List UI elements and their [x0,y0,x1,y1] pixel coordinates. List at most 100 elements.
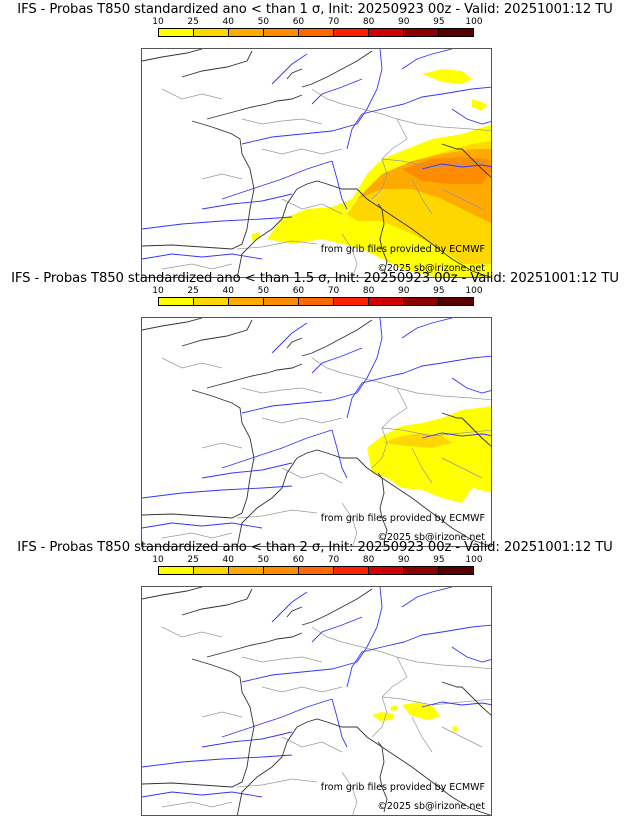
colorbar-segment [229,29,264,36]
river [142,216,293,230]
colorbar-tick-label: 25 [187,17,199,27]
colorbar-segment [159,298,194,305]
coastline [301,50,373,88]
colorbar-tick-label: 10 [152,286,164,296]
credit-source: from grib files provided by ECMWF [320,782,485,793]
colorbar-segment [229,567,264,574]
admin-border [201,442,243,449]
admin-border [161,88,223,100]
admin-border [261,417,343,424]
coastline [142,587,203,600]
admin-border [281,198,343,215]
river [142,485,293,499]
admin-border [161,801,233,808]
coastline [461,148,491,178]
colorbar-tick-label: 50 [257,555,270,565]
river [221,698,333,738]
coastline [236,726,298,815]
river [201,462,293,479]
credit-copyright: ©2025 sb@irizone.net [377,532,485,543]
river [331,698,348,748]
coastline [142,318,203,331]
river [331,429,348,479]
admin-border [241,656,323,663]
admin-border [281,467,343,484]
coastline [142,658,255,788]
probability-area [367,406,491,503]
coastline [461,686,491,716]
admin-border [441,457,483,479]
river [451,646,491,663]
admin-border [236,778,318,788]
admin-border [341,771,358,815]
colorbar-tick-label: 90 [398,17,410,27]
coastline [142,120,255,250]
admin-border [161,532,233,539]
admin-border [236,240,318,250]
admin-border [411,178,433,215]
map-graphic [142,587,491,815]
coastline [181,588,253,616]
river [241,123,358,145]
colorbar-tick-label: 40 [222,555,234,565]
colorbar-tick-label: 25 [187,555,199,565]
colorbar-tick-label: 60 [292,286,305,296]
coastline [236,188,298,277]
coastline [142,49,203,62]
colorbar-segment [194,298,229,305]
river [241,392,358,414]
admin-border [201,711,243,718]
admin-border [441,188,483,210]
credit-source: from grib files provided by ECMWF [320,513,485,524]
river [142,522,263,529]
credit-source: from grib files provided by ECMWF [320,244,485,255]
admin-border [396,118,491,132]
river [403,624,491,643]
colorbar-tick-label: 90 [398,555,410,565]
colorbar-tick-label: 70 [327,286,340,296]
panel-2: IFS - Probas T850 standardized ano < tha… [0,271,630,549]
colorbar-segment [299,567,334,574]
colorbar-tick-label: 100 [465,555,483,565]
admin-border [411,447,433,484]
coastline [377,472,388,544]
probability-area [390,705,398,711]
river [271,591,308,623]
credit-copyright: ©2025 sb@irizone.net [377,263,485,274]
colorbar-tick-label: 50 [257,17,270,27]
panel-title: IFS - Probas T850 standardized ano < tha… [11,271,619,286]
probability-area [372,712,394,721]
admin-border [201,173,243,180]
map-graphic [142,49,491,277]
colorbar-tick-label: 80 [362,17,375,27]
map-graphic [142,318,491,546]
colorbar [158,297,474,306]
river [401,49,453,70]
river [421,701,491,708]
colorbar-segment [334,298,369,305]
admin-border [311,88,408,200]
colorbar-tick-label: 95 [433,286,445,296]
coastline [206,363,303,389]
coastline [206,632,303,658]
river [142,253,263,260]
river [331,160,348,210]
river [221,160,333,200]
coastline [441,412,462,419]
probability-map: from grib files provided by ECMWF ©2025 … [141,317,492,547]
probability-area [472,99,487,111]
probability-area [402,157,491,184]
river [201,193,293,210]
colorbar-segment [404,29,439,36]
colorbar-tick-label: 40 [222,17,234,27]
river [403,355,491,374]
admin-border [311,626,408,738]
river [346,372,405,419]
admin-border [341,233,358,277]
coastline [206,94,303,120]
colorbar-tick-label: 60 [292,555,305,565]
probability-area [422,69,472,84]
colorbar-tick-label: 80 [362,286,375,296]
admin-border [241,387,323,394]
colorbar-segment [404,298,439,305]
